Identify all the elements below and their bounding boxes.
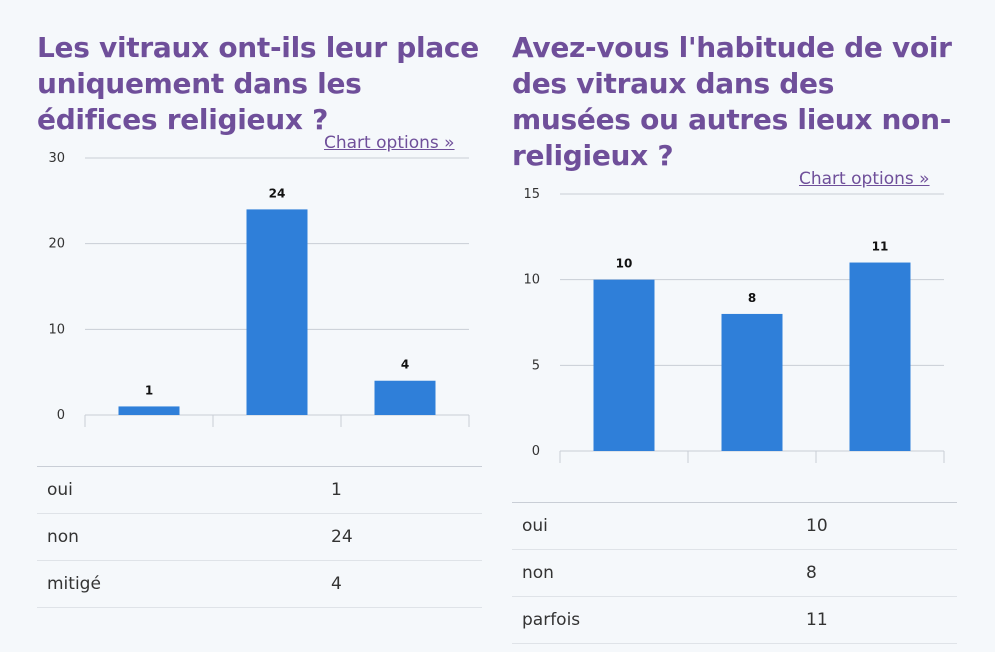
table-row: mitigé 4 (37, 561, 482, 608)
bar-value-label: 11 (872, 240, 889, 254)
results-table: oui 10 non 8 parfois 11 (512, 502, 957, 644)
bar-chart: 0 5 10 15 10 8 11 (523, 187, 945, 463)
row-label: non (47, 527, 79, 547)
y-tick-label: 15 (523, 187, 540, 202)
table-row: oui 10 (512, 503, 957, 550)
row-label: non (522, 563, 554, 583)
results-table: oui 1 non 24 mitigé 4 (37, 466, 482, 608)
bar-value-label: 8 (748, 291, 756, 305)
right-poll-panel: Avez-vous l'habitude de voir des vitraux… (512, 0, 957, 652)
row-label: oui (47, 480, 73, 500)
chart-title: Les vitraux ont-ils leur place uniquemen… (37, 31, 479, 136)
y-tick-label: 20 (48, 237, 65, 252)
chart-title: Avez-vous l'habitude de voir des vitraux… (512, 31, 952, 172)
y-tick-label: 10 (48, 322, 65, 337)
bar-chart: 0 10 20 30 1 24 4 (48, 151, 470, 427)
row-label: parfois (522, 610, 581, 630)
y-tick-label: 10 (523, 273, 540, 288)
bar (721, 313, 783, 451)
bar (374, 380, 436, 415)
table-row: parfois 11 (512, 597, 957, 644)
row-value: 11 (806, 610, 828, 630)
bar (593, 279, 655, 451)
bar (118, 406, 180, 415)
row-value: 8 (806, 563, 817, 583)
left-poll-panel: Les vitraux ont-ils leur place uniquemen… (37, 0, 507, 652)
row-value: 1 (331, 480, 342, 500)
bar-value-label: 24 (269, 186, 286, 200)
chart-options-link[interactable]: Chart options » (324, 133, 455, 153)
table-row: non 8 (512, 550, 957, 597)
row-label: oui (522, 516, 548, 536)
bar (246, 209, 308, 415)
row-value: 24 (331, 527, 353, 547)
bar (849, 262, 911, 451)
chart-options-link[interactable]: Chart options » (799, 169, 930, 189)
row-label: mitigé (47, 574, 101, 594)
y-tick-label: 5 (532, 358, 540, 373)
row-value: 4 (331, 574, 342, 594)
bar-value-label: 10 (616, 257, 633, 271)
bar-value-label: 1 (145, 383, 153, 397)
table-row: non 24 (37, 514, 482, 561)
row-value: 10 (806, 516, 828, 536)
y-tick-label: 0 (57, 408, 65, 423)
y-tick-label: 0 (532, 444, 540, 459)
table-row: oui 1 (37, 467, 482, 514)
bar-value-label: 4 (401, 358, 409, 372)
y-tick-label: 30 (48, 151, 65, 166)
